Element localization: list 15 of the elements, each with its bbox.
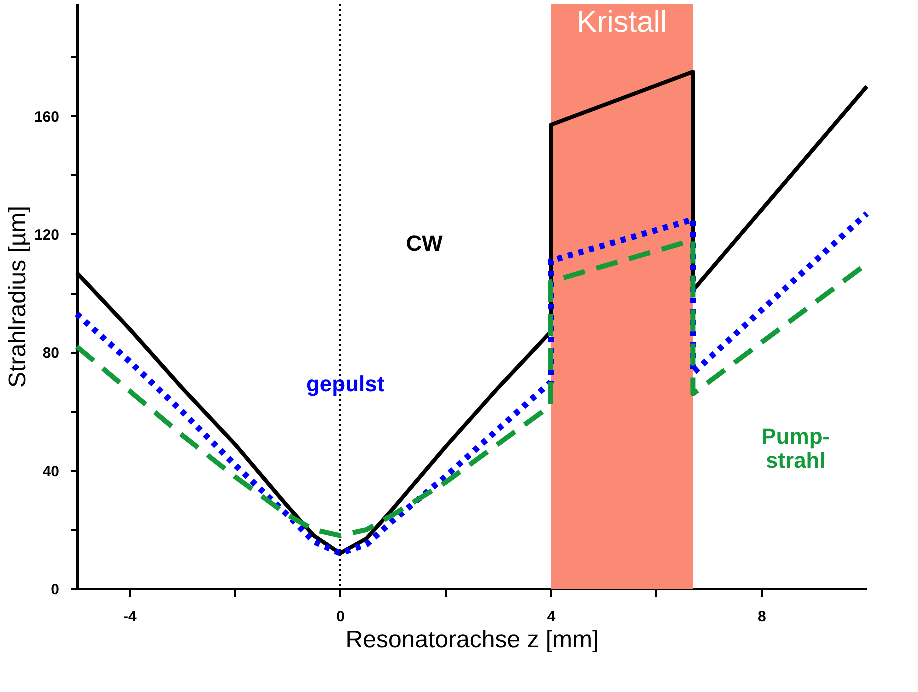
band-label: Kristall: [577, 6, 668, 39]
x-tick-label: 0: [336, 608, 346, 626]
annotation: CW: [406, 230, 444, 256]
x-tick-label: -4: [123, 608, 138, 626]
y-tick-label: 0: [51, 582, 60, 598]
x-tick-label: 8: [758, 608, 766, 626]
y-tick-label: 40: [42, 463, 60, 480]
y-tick-label: 120: [34, 226, 60, 244]
x-tick-label: 4: [547, 608, 556, 626]
y-tick-label: 160: [34, 108, 60, 126]
x-axis-title: Resonatorachse z [mm]: [346, 626, 600, 654]
annotation: gepulst: [306, 371, 386, 396]
annotation: Pump- strahl: [762, 424, 830, 473]
y-tick-label: 80: [42, 345, 60, 362]
y-axis-title: Strahlradius [µm]: [4, 206, 32, 388]
